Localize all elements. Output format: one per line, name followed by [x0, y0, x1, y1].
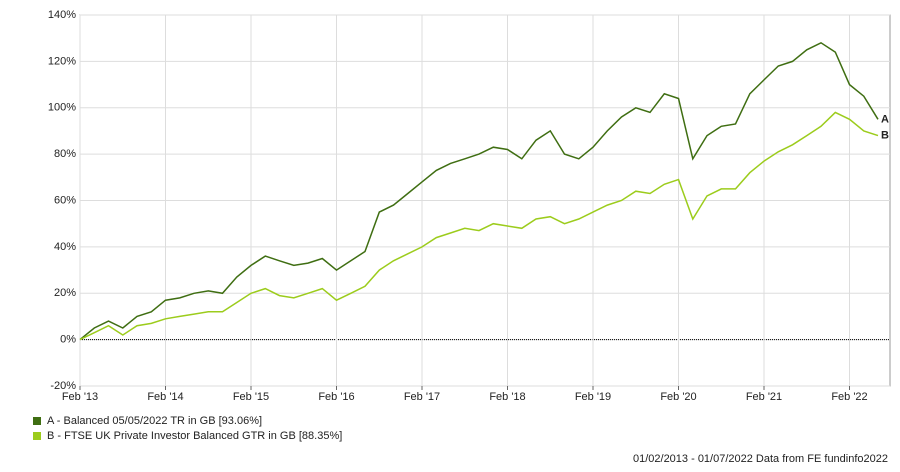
footer: 01/02/2013 - 01/07/2022 Data from FE fun… [633, 453, 888, 465]
x-tick-label: Feb '15 [233, 391, 269, 403]
x-tick-label: Feb '19 [575, 391, 611, 403]
y-tick-label: 100% [48, 102, 76, 114]
series-line [79, 41, 879, 341]
x-tick-label: Feb '17 [404, 391, 440, 403]
legend-label: B - FTSE UK Private Investor Balanced GT… [47, 430, 342, 442]
legend-label: A - Balanced 05/05/2022 TR in GB [93.06%… [47, 415, 262, 427]
end-tag: B [881, 129, 889, 141]
y-tick-label: 0% [60, 334, 76, 346]
y-tick-label: -20% [50, 380, 76, 392]
y-tick-label: 20% [54, 287, 76, 299]
y-tick-label: 60% [54, 194, 76, 206]
x-tick-label: Feb '14 [147, 391, 183, 403]
x-tick-label: Feb '18 [489, 391, 525, 403]
x-tick-label: Feb '13 [62, 391, 98, 403]
legend-swatch [33, 417, 41, 425]
end-tag: A [881, 113, 889, 125]
y-tick-label: 120% [48, 55, 76, 67]
series-line [79, 111, 879, 341]
y-tick-label: 40% [54, 241, 76, 253]
x-tick-label: Feb '20 [660, 391, 696, 403]
x-tick-label: Feb '22 [831, 391, 867, 403]
y-tick-label: 80% [54, 148, 76, 160]
x-tick-label: Feb '21 [746, 391, 782, 403]
y-tick-label: 140% [48, 9, 76, 21]
legend-swatch [33, 432, 41, 440]
x-tick-label: Feb '16 [318, 391, 354, 403]
